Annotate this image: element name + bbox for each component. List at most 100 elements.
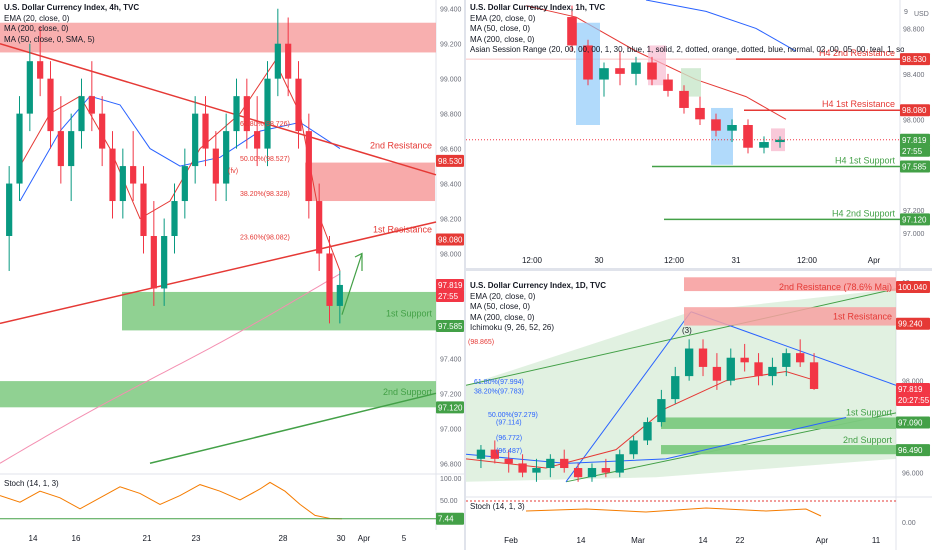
candle-1d-candle[interactable] [768, 366, 777, 377]
trendline-ascending[interactable] [0, 221, 437, 325]
candle-1d-candle[interactable] [601, 468, 611, 473]
candle-4h-candle[interactable] [316, 201, 323, 254]
wave-line[interactable] [565, 311, 692, 483]
candle-4h-candle[interactable] [295, 78, 302, 132]
candle-4h-candle[interactable] [223, 131, 230, 184]
ma50-legend[interactable]: MA (50, close, 0) [470, 302, 531, 311]
candle-4h-candle[interactable] [16, 113, 23, 184]
candle-4h-candle[interactable] [212, 148, 219, 184]
ma200-legend[interactable]: MA (200, close, 0) [470, 312, 535, 322]
chart-4h-canvas[interactable]: 61.80%(98.726) 50.00%(98.527)(fv) 38.20%(9… [0, 0, 464, 550]
ma50-legend[interactable]: MA (50, close, 0) [470, 24, 531, 33]
candle-1h-candle[interactable] [775, 139, 785, 143]
candle-1d-candle[interactable] [560, 458, 569, 469]
ma200-legend[interactable]: MA (200, close, 0) [470, 34, 535, 44]
candle-4h-candle[interactable] [78, 96, 85, 132]
chart-1d-canvas[interactable]: (3) 2nd Resistance (78.6% Maj) 1st Resista… [466, 271, 932, 550]
sup2-label[interactable]: 2nd Support [383, 387, 433, 397]
ma50-legend[interactable]: MA (50, close, 0, SMA, 5) [4, 34, 95, 44]
candle-1h-candle[interactable] [663, 79, 673, 91]
candle-1h-candle[interactable] [727, 125, 737, 131]
chart-1d[interactable]: (3) 2nd Resistance (78.6% Maj) 1st Resista… [466, 271, 932, 550]
candle-1d-candle[interactable] [629, 440, 638, 455]
session-legend[interactable]: Asian Session Range (20, 00, 00, 00, 1, … [470, 45, 904, 54]
candle-1h-candle[interactable] [711, 119, 721, 131]
trendline-support[interactable] [149, 392, 437, 464]
res2-label[interactable]: 2nd Resistance [370, 141, 432, 151]
candle-1d-candle[interactable] [587, 468, 597, 478]
candle-4h-candle[interactable] [47, 78, 54, 132]
candle-1h-candle[interactable] [615, 68, 625, 74]
symbol-title[interactable]: U.S. Dollar Currency Index, 1D, TVC [470, 281, 607, 290]
candle-4h-candle[interactable] [119, 166, 126, 202]
price-axis-4h[interactable] [436, 0, 464, 550]
candle-4h-candle[interactable] [181, 166, 188, 202]
symbol-title[interactable]: U.S. Dollar Currency Index, 1h, TVC [470, 3, 606, 12]
sup1-label[interactable]: 1st Support [846, 407, 893, 417]
pane-divider-horizontal[interactable] [466, 268, 932, 271]
candle-4h-candle[interactable] [243, 96, 250, 132]
candle-1h-candle[interactable] [631, 62, 641, 74]
ichimoku-legend[interactable]: Ichimoku (9, 26, 52, 26) [470, 323, 555, 332]
ema-legend[interactable]: EMA (20, close, 0) [470, 291, 536, 301]
chart-4h[interactable]: 61.80%(98.726) 50.00%(98.527) (fv) 38.20%(9… [0, 0, 464, 550]
candle-1d-candle[interactable] [684, 348, 694, 377]
candle-1h-candle[interactable] [583, 45, 593, 80]
h4-sup1-label[interactable]: H4 1st Support [835, 155, 896, 165]
candle-4h-candle[interactable] [99, 113, 106, 149]
candle-1d-candle[interactable] [490, 449, 499, 459]
candle-4h-candle[interactable] [171, 201, 178, 236]
pane-divider-vertical[interactable] [464, 0, 466, 550]
candle-1d-candle[interactable] [782, 353, 791, 367]
candle-1d-candle[interactable] [573, 468, 583, 478]
candle-4h-candle[interactable] [88, 96, 95, 114]
candle-4h-candle[interactable] [264, 78, 271, 149]
candle-1d-candle[interactable] [476, 449, 486, 459]
h4-res1-label[interactable]: H4 1st Resistance [822, 99, 895, 109]
chart-1h[interactable]: H4 2nd Resistance H4 1st Resistance H4 1st… [466, 0, 932, 268]
candle-1h-candle[interactable] [567, 17, 577, 46]
candle-4h-candle[interactable] [161, 236, 168, 289]
candle-1h-candle[interactable] [743, 125, 753, 148]
candle-1d-candle[interactable] [809, 362, 819, 389]
candle-4h-candle[interactable] [274, 43, 281, 79]
ema-legend[interactable]: EMA (20, close, 0) [470, 13, 536, 23]
candle-1h-candle[interactable] [679, 90, 689, 108]
candle-1d-candle[interactable] [657, 399, 666, 423]
candle-1h-candle[interactable] [759, 142, 769, 148]
candle-4h-candle[interactable] [57, 131, 64, 167]
res1-label[interactable]: 1st Resistance [833, 311, 892, 321]
sup2-label[interactable]: 2nd Support [843, 435, 893, 445]
candle-1d-candle[interactable] [532, 468, 541, 473]
ema-legend[interactable]: EMA (20, close, 0) [4, 13, 70, 23]
candle-1d-candle[interactable] [671, 376, 680, 400]
candle-1d-candle[interactable] [796, 353, 805, 363]
candle-1d-candle[interactable] [712, 366, 722, 381]
candle-4h-candle[interactable] [130, 166, 137, 184]
h4-sup2-label[interactable]: H4 2nd Support [832, 208, 896, 218]
candle-4h-candle[interactable] [68, 131, 75, 167]
candle-1d-candle[interactable] [740, 357, 749, 363]
candle-4h-candle[interactable] [192, 113, 199, 167]
candle-1d-candle[interactable] [546, 458, 555, 469]
candle-1d-candle[interactable] [504, 458, 513, 464]
candle-4h-candle[interactable] [150, 236, 157, 289]
candle-4h-candle[interactable] [305, 131, 312, 202]
candle-1h-candle[interactable] [599, 68, 609, 80]
sup1-label[interactable]: 1st Support [386, 308, 433, 318]
candle-4h-candle[interactable] [6, 183, 13, 236]
candle-1d-candle[interactable] [726, 357, 735, 381]
res1-label[interactable]: 1st Resistance [373, 225, 432, 235]
stoch-legend[interactable]: Stoch (14, 1, 3) [4, 479, 59, 488]
candle-1d-candle[interactable] [615, 454, 624, 473]
candle-4h-candle[interactable] [336, 284, 343, 306]
candle-1d-candle[interactable] [698, 348, 708, 367]
candle-1d-candle[interactable] [643, 422, 652, 441]
candle-4h-candle[interactable] [233, 96, 240, 132]
ma200-legend[interactable]: MA (200, close, 0) [4, 24, 69, 33]
candle-4h-candle[interactable] [109, 148, 116, 202]
candle-1d-candle[interactable] [754, 362, 763, 377]
candle-4h-candle[interactable] [202, 113, 209, 149]
candle-4h-candle[interactable] [326, 253, 333, 306]
res2-label[interactable]: 2nd Resistance (78.6% Maj) [779, 282, 892, 292]
